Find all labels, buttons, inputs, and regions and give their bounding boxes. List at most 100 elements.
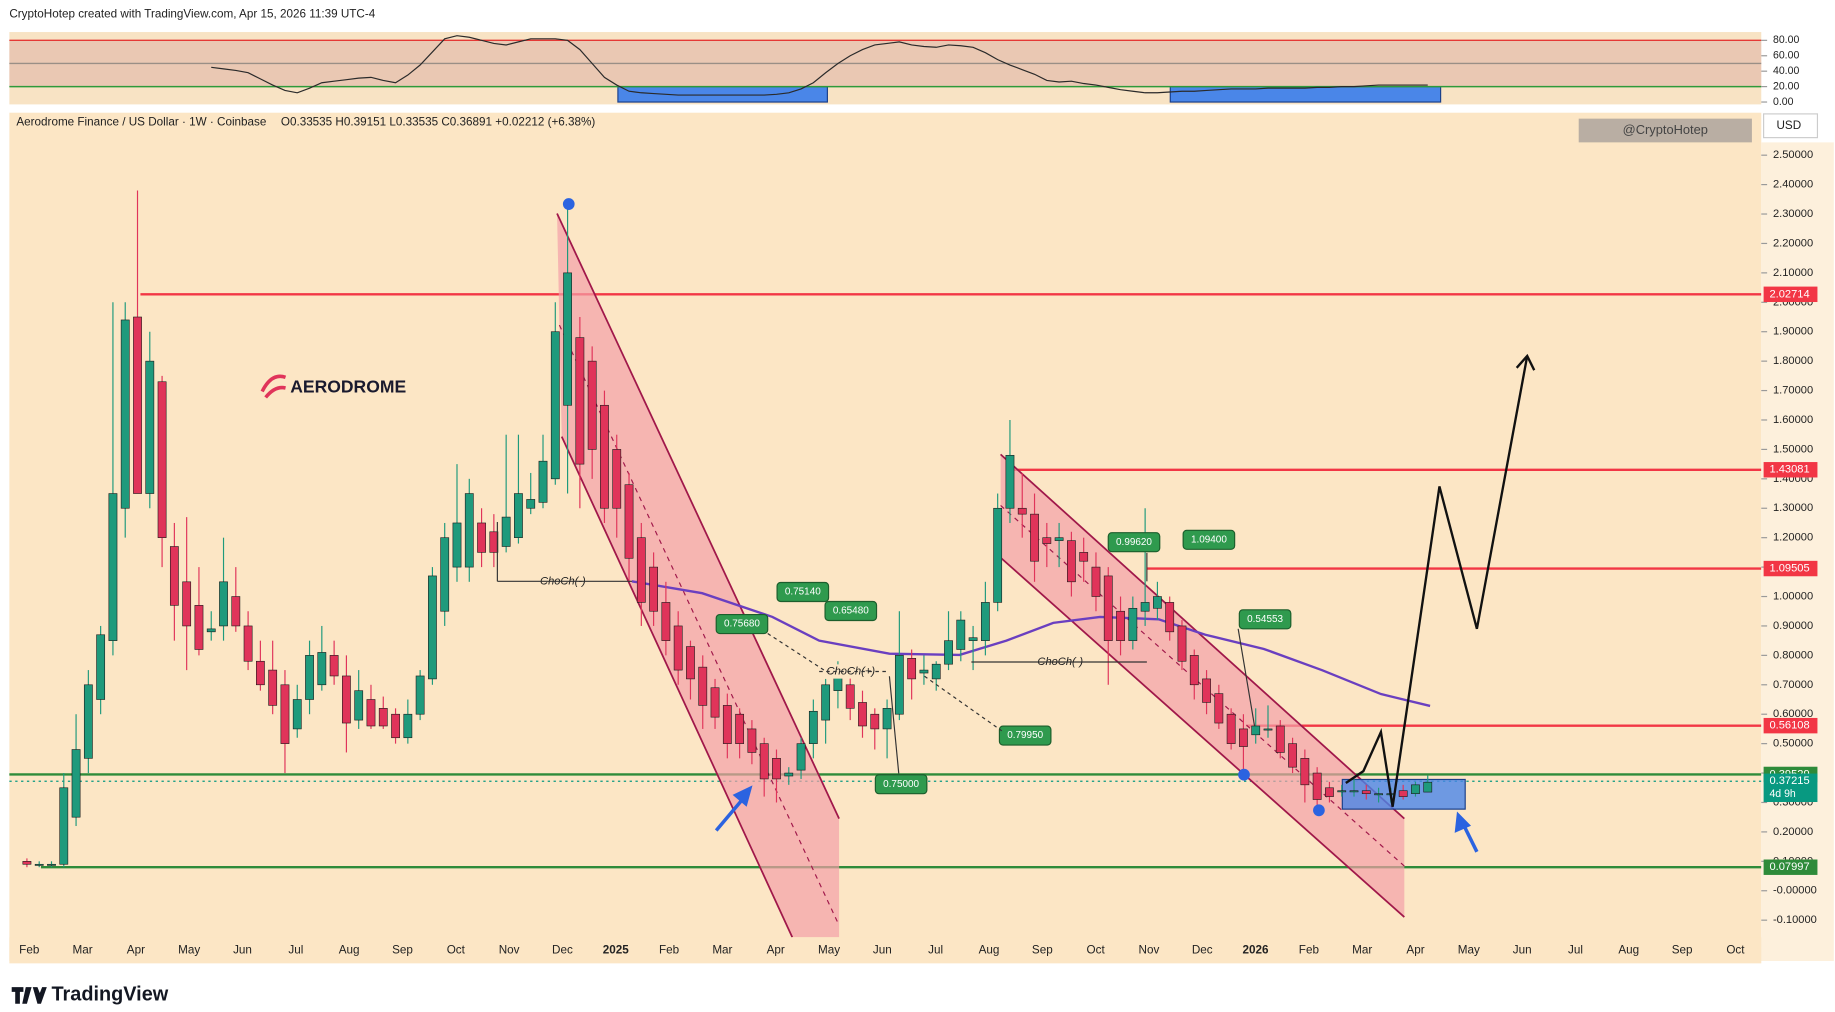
candle-body (772, 758, 781, 780)
candle-body (673, 625, 683, 671)
candle-body (255, 660, 265, 686)
candle-body (1349, 790, 1359, 793)
arrow-head (732, 785, 753, 807)
x-tick-label: Sep (1032, 943, 1053, 956)
x-tick-label: Dec (1192, 943, 1213, 956)
rsi-tick-label: 40.00 (1773, 65, 1799, 77)
rsi-zone (1169, 86, 1442, 103)
annotation: 0.54553 (1247, 614, 1283, 625)
candle-body (698, 666, 708, 706)
watermark-box (1578, 118, 1752, 143)
y-tick-label: 0.50000 (1773, 738, 1813, 750)
x-tick-label: Aug (1618, 943, 1639, 956)
candle-body (1042, 537, 1052, 544)
countdown: 4d 9h (1769, 788, 1795, 800)
candle-body (894, 655, 904, 715)
channel-line (560, 436, 794, 938)
annotation-box (776, 581, 830, 603)
candle-body (600, 404, 609, 509)
x-tick-label: Mar (712, 943, 732, 956)
pivot-dot (562, 198, 575, 210)
candle-body (1079, 552, 1089, 562)
rsi-tick-label: 80.00 (1773, 34, 1799, 46)
annotation-box (1107, 532, 1161, 553)
candle-body (993, 507, 1003, 603)
candle-body (1103, 575, 1113, 641)
candle-body (636, 537, 646, 603)
y-tick-label: 1.50000 (1773, 443, 1813, 455)
annotation-box (824, 600, 878, 622)
candle-body (317, 652, 327, 686)
rsi-zone (617, 86, 828, 103)
pointer (1237, 628, 1256, 727)
x-tick-label: Mar (73, 943, 93, 956)
x-tick-label: Apr (127, 943, 145, 956)
ohlc: O0.33535 H0.39151 L0.33535 C0.36891 +0.0… (281, 115, 596, 128)
candle-body (415, 675, 425, 715)
candle-body (759, 743, 769, 780)
candle-body (1226, 713, 1236, 744)
y-tick-label: 1.70000 (1773, 384, 1813, 396)
y-tick-label: 2.10000 (1773, 267, 1813, 279)
channel-line (1000, 453, 1405, 820)
candle-body (1189, 655, 1199, 686)
candle-body (378, 708, 388, 727)
channel-line (1000, 556, 1405, 918)
candle-body (403, 713, 413, 739)
candle-body (428, 575, 437, 680)
candle-body (477, 522, 486, 553)
pivot-dot (1313, 804, 1325, 817)
pointer (888, 676, 900, 774)
annotation: 0.99620 (1116, 537, 1152, 548)
projection-arrow (1515, 353, 1536, 371)
candle-body (1128, 607, 1138, 641)
candle-body (1067, 540, 1076, 583)
candle-body (440, 537, 450, 612)
candle-body (1005, 454, 1015, 509)
rsi-tick-label: 60.00 (1773, 50, 1799, 62)
note: ChoCh(+) (827, 665, 876, 677)
candle-body (882, 708, 892, 730)
candle-body (587, 360, 597, 450)
candle-body (452, 522, 462, 568)
price-label-box (1763, 773, 1818, 803)
price-label: 2.02714 (1769, 288, 1809, 300)
candle-body (649, 566, 658, 612)
candle-body (796, 743, 806, 771)
x-tick-label: 2026 (1243, 943, 1269, 956)
candle-body (464, 493, 474, 568)
price-pane (9, 112, 1762, 961)
candle-body (1239, 728, 1248, 747)
candle-body (194, 605, 204, 650)
candle-body (1312, 772, 1322, 800)
candle-body (1337, 790, 1347, 793)
x-tick-label: Sep (1672, 943, 1693, 956)
candle-body (1140, 602, 1150, 612)
candle-body (169, 546, 179, 606)
candle-body (354, 690, 364, 721)
currency: USD (1776, 119, 1801, 132)
candle-body (1251, 725, 1261, 736)
credit: CryptoHotep created with TradingView.com… (9, 7, 375, 20)
currency-box (1763, 113, 1819, 139)
candle-body (1017, 507, 1027, 515)
candle-body (489, 531, 499, 553)
candle-body (268, 669, 278, 706)
x-tick-label: Mar (1352, 943, 1372, 956)
price-label: 0.07997 (1769, 861, 1809, 873)
x-tick-label: Jun (233, 943, 252, 956)
x-tick-label: Jul (928, 943, 943, 956)
x-tick-label: May (818, 943, 840, 956)
y-tick-label: -0.10000 (1773, 914, 1817, 926)
candle-body (391, 713, 400, 739)
y-tick-label: 1.60000 (1773, 414, 1813, 426)
x-tick-label: Jul (1568, 943, 1583, 956)
arrow (714, 796, 746, 832)
candle-body (1116, 610, 1125, 641)
annotation-box (874, 774, 928, 795)
candle-body (157, 381, 167, 538)
candle-body (870, 713, 880, 730)
candle-body (919, 669, 929, 674)
candle-body (1054, 537, 1064, 541)
y-tick-label: 1.20000 (1773, 532, 1813, 544)
